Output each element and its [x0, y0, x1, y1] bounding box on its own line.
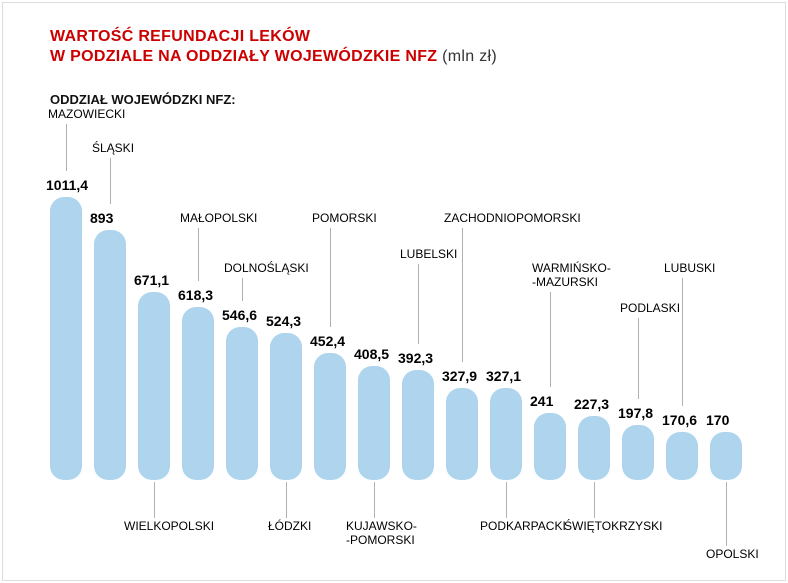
bar: [578, 416, 610, 480]
leader-line: [594, 482, 595, 518]
leader-line: [110, 158, 111, 204]
bar-label: MAŁOPOLSKI: [180, 212, 257, 226]
bar-label: ŚWIĘTOKRZYSKI: [564, 520, 662, 534]
leader-line: [638, 318, 639, 399]
chart-title-line1: WARTOŚĆ REFUNDACJI LEKÓW: [50, 28, 310, 46]
leader-line: [374, 482, 375, 518]
leader-line: [418, 264, 419, 344]
bar: [710, 432, 742, 480]
bar-value: 197,8: [618, 405, 653, 421]
bar-label: MAZOWIECKI: [48, 108, 125, 122]
bar-value: 170,6: [662, 412, 697, 428]
leader-line: [462, 228, 463, 362]
leader-line: [330, 228, 331, 327]
leader-line: [198, 228, 199, 281]
leader-line: [682, 278, 683, 406]
bar-value: 170: [706, 412, 729, 428]
bar-value: 1011,4: [46, 177, 88, 193]
leader-line: [506, 482, 507, 518]
bar-label: POMORSKI: [312, 212, 377, 226]
bar-label: LUBELSKI: [400, 248, 457, 262]
bar: [666, 432, 698, 480]
title-main: WARTOŚĆ REFUNDACJI LEKÓW: [50, 28, 310, 45]
bar-label: ŁÓDZKI: [268, 520, 311, 534]
title-unit: (mln zł): [442, 48, 497, 65]
bar: [622, 425, 654, 480]
bar-value: 241: [530, 393, 553, 409]
bar-value: 227,3: [574, 396, 609, 412]
bar-value: 327,9: [442, 368, 477, 384]
leader-line: [66, 124, 67, 171]
bar-value: 408,5: [354, 346, 389, 362]
bar: [358, 366, 390, 480]
bar: [226, 327, 258, 480]
bar: [314, 353, 346, 480]
bar: [270, 333, 302, 480]
bar: [182, 307, 214, 480]
leader-line: [550, 292, 551, 387]
bar-value: 893: [90, 210, 113, 226]
bar-label: WIELKOPOLSKI: [124, 520, 214, 534]
leader-line: [154, 482, 155, 518]
chart-subtitle: ODDZIAŁ WOJEWÓDZKI NFZ:: [50, 92, 236, 107]
bar-label: ŚLĄSKI: [92, 142, 134, 156]
bar-label: ZACHODNIOPOMORSKI: [444, 212, 581, 226]
bar-value: 671,1: [134, 272, 169, 288]
leader-line: [286, 482, 287, 518]
bar: [490, 388, 522, 480]
bar-label: WARMIŃSKO--MAZURSKI: [532, 262, 611, 290]
subtitle-text: ODDZIAŁ WOJEWÓDZKI NFZ:: [50, 92, 236, 107]
leader-line: [242, 278, 243, 301]
bar-label: LUBUSKI: [664, 262, 715, 276]
bar-label: DOLNOŚLĄSKI: [224, 262, 309, 276]
bar: [50, 197, 82, 480]
bar-value: 546,6: [222, 307, 257, 323]
bar: [534, 413, 566, 480]
bar-label: OPOLSKI: [706, 548, 759, 562]
bar-value: 452,4: [310, 333, 345, 349]
leader-line: [726, 482, 727, 546]
bar: [446, 388, 478, 480]
bar-value: 618,3: [178, 287, 213, 303]
bar-label: KUJAWSKO--POMORSKI: [346, 520, 417, 548]
bar: [94, 230, 126, 480]
title-sub: W PODZIALE NA ODDZIAŁY WOJEWÓDZKIE NFZ: [50, 48, 437, 65]
bar: [138, 292, 170, 480]
bar-label: PODKARPACKI: [480, 520, 566, 534]
bar-value: 524,3: [266, 313, 301, 329]
chart-title-line2: W PODZIALE NA ODDZIAŁY WOJEWÓDZKIE NFZ (…: [50, 48, 497, 66]
bar-value: 327,1: [486, 368, 521, 384]
bar: [402, 370, 434, 480]
bar-value: 392,3: [398, 350, 433, 366]
bar-label: PODLASKI: [620, 302, 680, 316]
